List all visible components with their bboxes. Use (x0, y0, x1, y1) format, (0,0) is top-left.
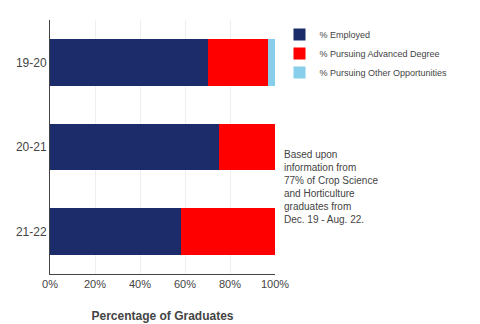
svg-text:60%: 60% (174, 278, 196, 290)
svg-text:20-21: 20-21 (16, 140, 47, 154)
svg-text:19-20: 19-20 (16, 56, 47, 70)
svg-text:Percentage of Graduates: Percentage of Graduates (91, 309, 233, 323)
svg-text:% Pursuing Other Opportunities: % Pursuing Other Opportunities (320, 68, 448, 78)
svg-text:% Employed: % Employed (320, 30, 371, 40)
svg-text:40%: 40% (129, 278, 151, 290)
svg-text:80%: 80% (219, 278, 241, 290)
svg-text:Based uponinformation from77%: Based uponinformation from77% of Crop Sc… (284, 149, 378, 225)
svg-text:20%: 20% (84, 278, 106, 290)
svg-text:21-22: 21-22 (16, 225, 47, 239)
svg-text:100%: 100% (261, 278, 289, 290)
svg-text:% Pursuing Advanced Degree: % Pursuing Advanced Degree (320, 49, 440, 59)
svg-text:0%: 0% (42, 278, 58, 290)
